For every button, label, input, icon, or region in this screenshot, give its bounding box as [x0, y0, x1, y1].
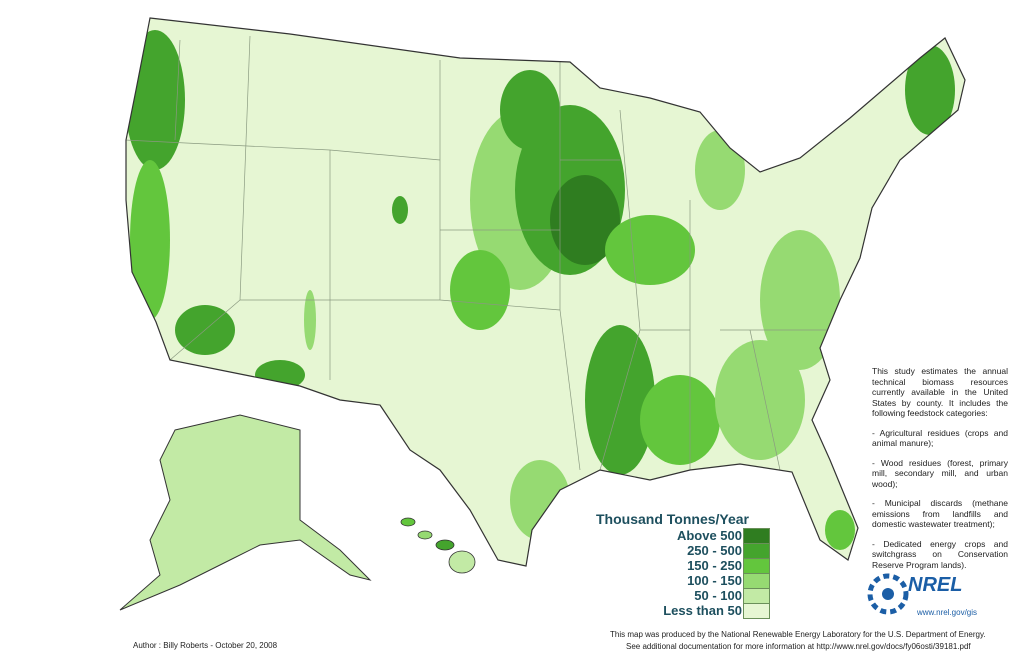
- island: [400, 517, 416, 527]
- credit: This map was produced by the National Re…: [610, 630, 986, 639]
- hawaii: [400, 517, 476, 574]
- region: [695, 130, 745, 210]
- nrel-logo-mark: [867, 573, 909, 615]
- alaska: [119, 414, 372, 611]
- legend-row: Less than 50: [590, 603, 772, 619]
- legend-swatch: [743, 543, 770, 559]
- island: [448, 550, 476, 574]
- legend-swatch: [743, 558, 770, 574]
- legend-label: 100 - 150: [687, 573, 742, 588]
- legend-row: 100 - 150: [590, 573, 772, 589]
- region: [905, 45, 955, 135]
- legend-label: 250 - 500: [687, 543, 742, 558]
- description-item: - Agricultural residues (crops and anima…: [872, 427, 1008, 449]
- description-item: - Municipal discards (methane emissions …: [872, 498, 1008, 529]
- state-borders: [126, 35, 850, 471]
- documentation: See additional documentation for more in…: [626, 642, 971, 651]
- region: [500, 70, 560, 150]
- legend-swatch: [743, 573, 770, 589]
- legend-label: 50 - 100: [694, 588, 742, 603]
- legend-label: 150 - 250: [687, 558, 742, 573]
- description: This study estimates the annual technica…: [872, 366, 1008, 579]
- legend-row: 150 - 250: [590, 558, 772, 574]
- legend-label: Less than 50: [663, 603, 742, 618]
- region: [825, 510, 855, 550]
- island: [417, 530, 433, 540]
- description-intro: This study estimates the annual technica…: [872, 366, 1008, 418]
- legend-row: 250 - 500: [590, 543, 772, 559]
- region: [450, 250, 510, 330]
- region: [392, 196, 408, 224]
- legend-swatch: [743, 588, 770, 604]
- region: [130, 160, 170, 320]
- legend-label: Above 500: [676, 528, 742, 543]
- logo-name: NREL: [908, 574, 963, 596]
- legend-title: Thousand Tonnes/Year: [596, 511, 749, 527]
- region: [715, 340, 805, 460]
- legend-swatch: [743, 528, 770, 544]
- region: [760, 230, 840, 370]
- region: [510, 460, 570, 540]
- description-items: - Agricultural residues (crops and anima…: [872, 428, 1008, 571]
- region: [550, 175, 620, 265]
- description-item: - Wood residues (forest, primary mill, s…: [872, 457, 1008, 489]
- island: [435, 539, 455, 551]
- legend-row: Above 500: [590, 528, 772, 544]
- author: Author : Billy Roberts - October 20, 200…: [133, 641, 278, 650]
- region: [640, 375, 720, 465]
- region: [605, 215, 695, 285]
- legend-swatch: [743, 603, 770, 619]
- us-outline: [125, 17, 966, 567]
- logo-url: www.nrel.gov/gis: [917, 608, 978, 617]
- region: [304, 290, 316, 350]
- legend-row: 50 - 100: [590, 588, 772, 604]
- description-item: - Dedicated energy crops and switchgrass…: [872, 538, 1008, 570]
